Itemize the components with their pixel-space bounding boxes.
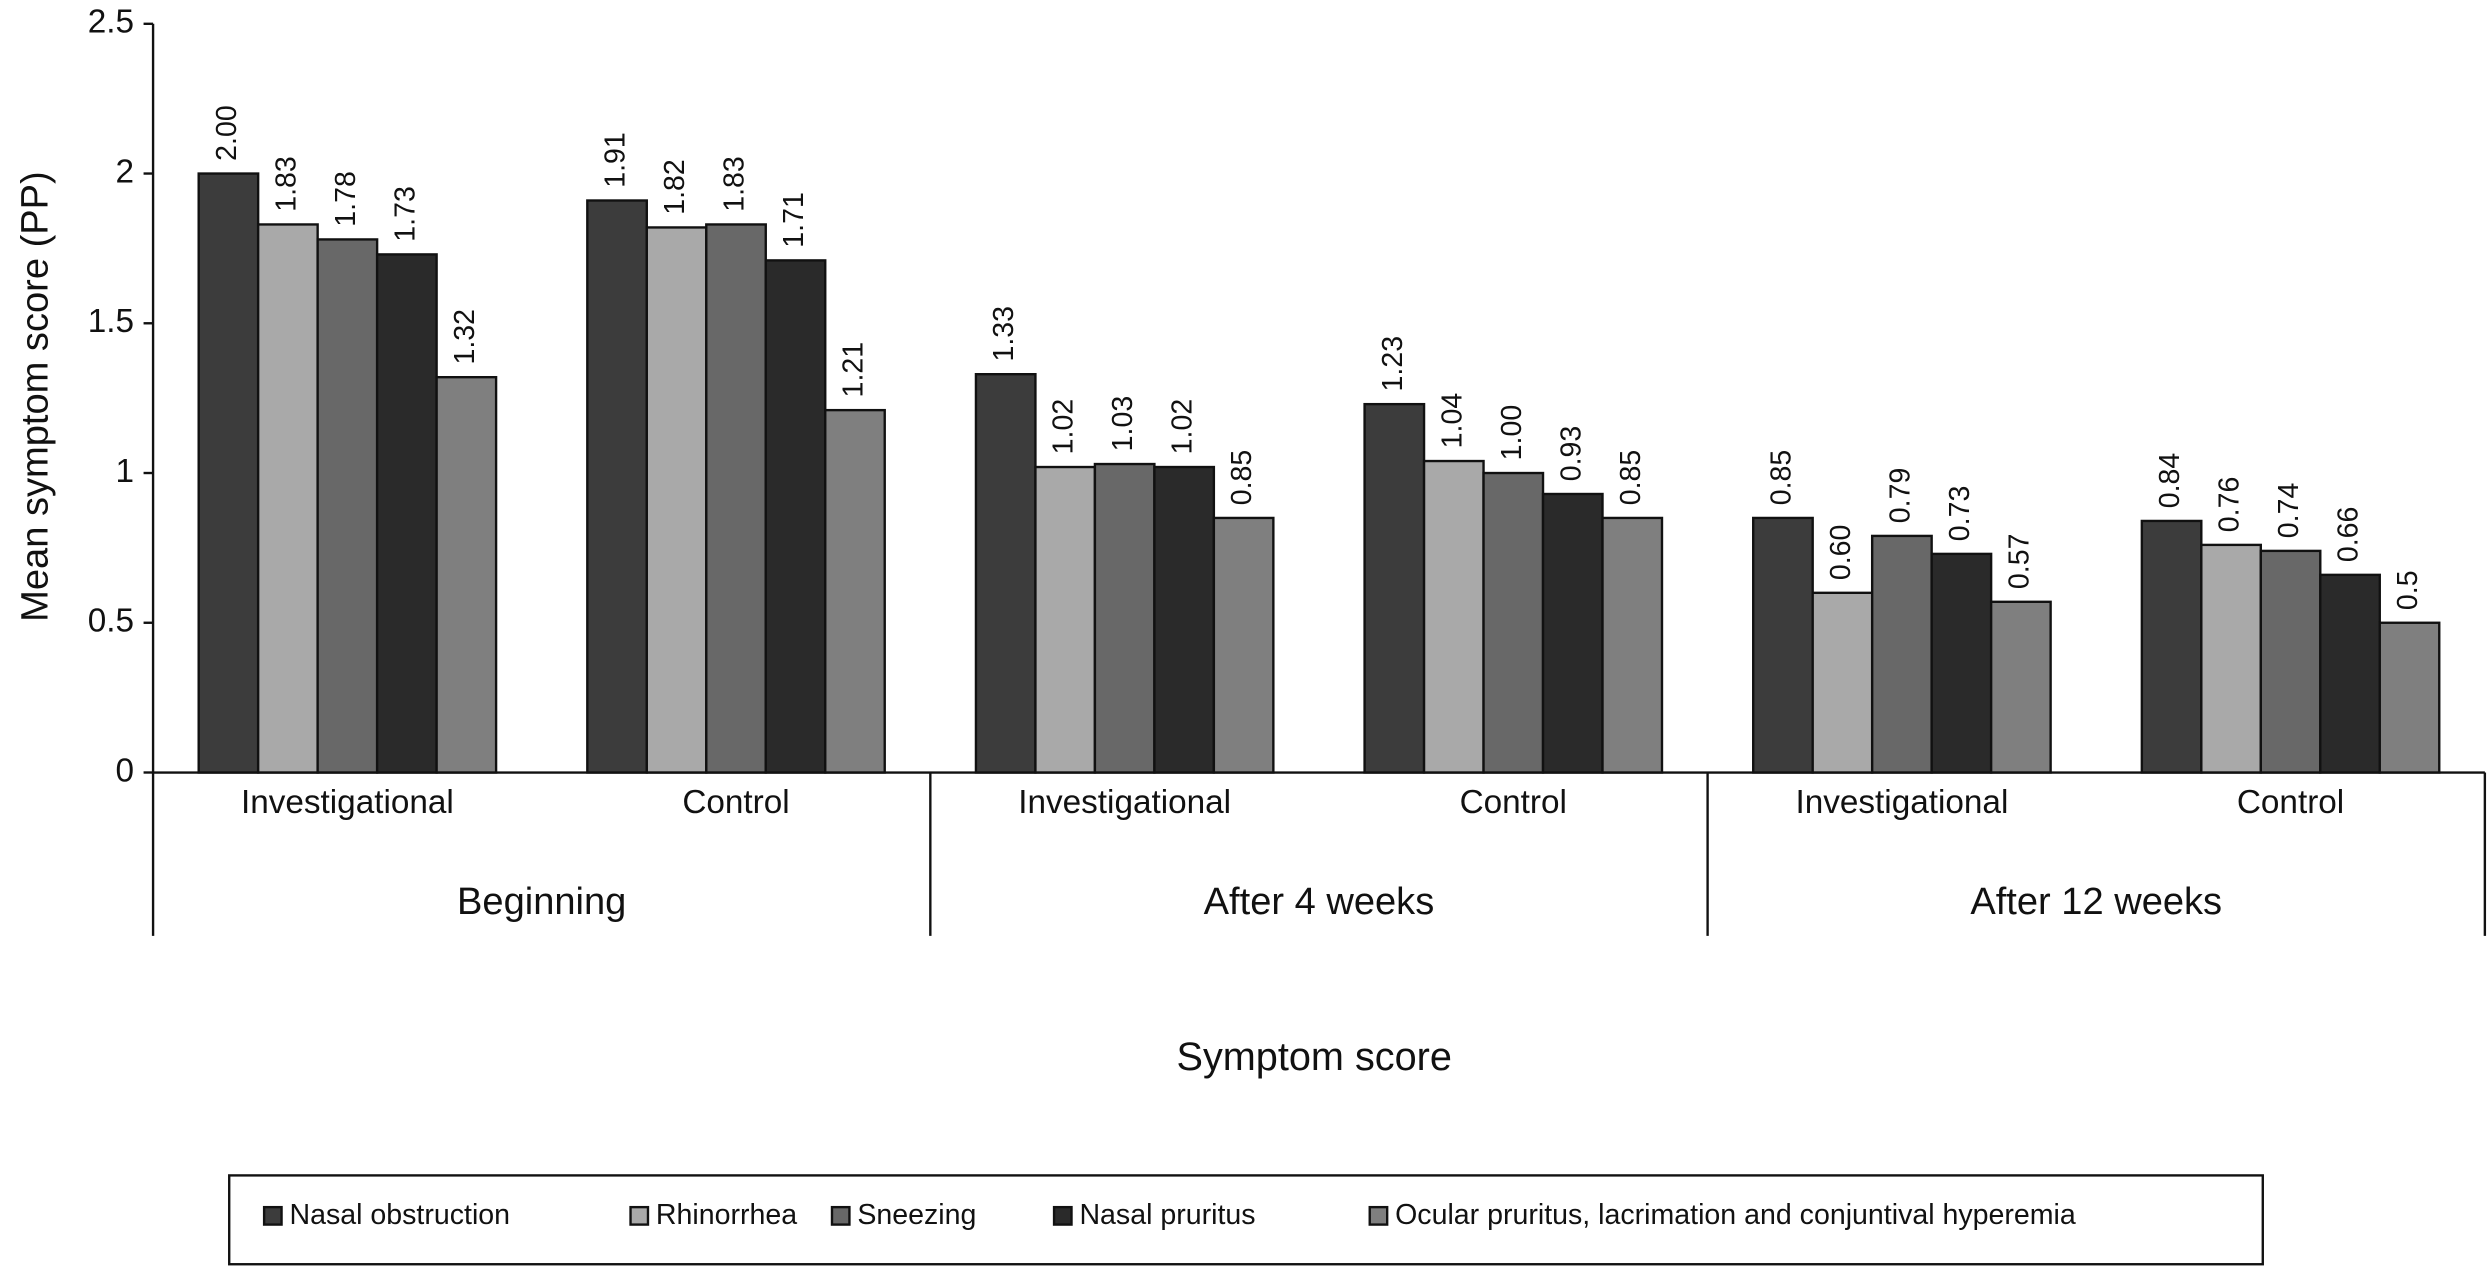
bar bbox=[2259, 549, 2322, 774]
value-label: 1.00 bbox=[1496, 405, 1528, 461]
value-label: 0.57 bbox=[2003, 534, 2035, 590]
bar bbox=[1153, 465, 1216, 774]
bar bbox=[1930, 552, 1993, 774]
group-label: After 12 weeks bbox=[1970, 881, 2222, 923]
value-label: 0.79 bbox=[1884, 468, 1916, 524]
legend-swatch bbox=[262, 1205, 283, 1226]
value-label: 1.33 bbox=[988, 306, 1020, 362]
legend-label: Nasal obstruction bbox=[289, 1199, 510, 1231]
bar bbox=[1870, 534, 1933, 774]
value-label: 0.85 bbox=[1765, 450, 1797, 506]
y-tick-label: 0.5 bbox=[88, 603, 134, 640]
bar bbox=[2140, 519, 2203, 774]
value-label: 0.5 bbox=[2392, 570, 2424, 610]
legend-label: Sneezing bbox=[857, 1199, 976, 1231]
group-label: After 4 weeks bbox=[1204, 881, 1435, 923]
bar bbox=[1811, 591, 1874, 774]
legend-swatch bbox=[830, 1205, 851, 1226]
value-label: 1.82 bbox=[659, 159, 691, 215]
x-tick-label: Control bbox=[2237, 784, 2344, 821]
x-tick-label: Investigational bbox=[1795, 784, 2008, 821]
legend-box bbox=[228, 1174, 2264, 1266]
bar bbox=[1034, 465, 1097, 774]
x-tick-label: Investigational bbox=[241, 784, 454, 821]
value-label: 1.02 bbox=[1048, 399, 1080, 455]
value-label: 0.76 bbox=[2214, 477, 2246, 533]
bar bbox=[1482, 471, 1545, 774]
bar bbox=[824, 408, 886, 774]
bar bbox=[256, 223, 319, 774]
value-label: 1.71 bbox=[778, 192, 810, 248]
value-label: 0.93 bbox=[1555, 426, 1587, 482]
bar bbox=[316, 238, 379, 774]
bar bbox=[2319, 573, 2381, 774]
value-label: 0.85 bbox=[1615, 450, 1647, 506]
value-label: 2.00 bbox=[211, 105, 243, 161]
legend-label: Nasal pruritus bbox=[1079, 1199, 1255, 1231]
group-label: Beginning bbox=[457, 881, 626, 923]
bar bbox=[705, 223, 767, 774]
bar bbox=[2378, 621, 2441, 774]
y-tick-label: 2 bbox=[116, 153, 135, 190]
y-tick-label: 1 bbox=[116, 453, 135, 490]
legend-swatch bbox=[629, 1205, 650, 1226]
value-label: 1.78 bbox=[330, 171, 362, 227]
x-tick-label: Investigational bbox=[1018, 784, 1231, 821]
bar bbox=[1422, 459, 1485, 774]
bar bbox=[435, 375, 498, 774]
value-label: 1.83 bbox=[719, 156, 751, 212]
value-label: 1.91 bbox=[600, 132, 632, 188]
bar bbox=[586, 199, 648, 774]
bar bbox=[1093, 462, 1156, 774]
value-label: 1.03 bbox=[1107, 396, 1139, 452]
bar bbox=[1541, 492, 1604, 774]
x-tick-label: Control bbox=[1460, 784, 1567, 821]
value-label: 0.85 bbox=[1226, 450, 1258, 506]
bar bbox=[974, 373, 1037, 774]
bar bbox=[1752, 516, 1814, 774]
legend-label: Ocular pruritus, lacrimation and conjunt… bbox=[1395, 1199, 2076, 1231]
value-label: 1.83 bbox=[270, 156, 302, 212]
legend-swatch bbox=[1052, 1205, 1073, 1226]
value-label: 0.73 bbox=[1944, 486, 1976, 542]
bar bbox=[375, 253, 438, 774]
legend-label: Rhinorrhea bbox=[656, 1199, 797, 1231]
bar bbox=[1212, 516, 1275, 774]
value-label: 1.23 bbox=[1377, 336, 1409, 392]
y-tick-label: 1.5 bbox=[88, 303, 134, 340]
legend-swatch bbox=[1368, 1205, 1389, 1226]
value-label: 1.02 bbox=[1167, 399, 1199, 455]
bar bbox=[1601, 516, 1664, 774]
value-label: 0.60 bbox=[1825, 525, 1857, 581]
value-label: 1.21 bbox=[838, 342, 870, 398]
y-tick-label: 2.5 bbox=[88, 4, 134, 41]
value-label: 1.04 bbox=[1436, 393, 1468, 449]
value-label: 0.66 bbox=[2333, 507, 2365, 563]
value-label: 1.73 bbox=[389, 186, 421, 242]
value-label: 0.74 bbox=[2273, 483, 2305, 539]
value-label: 1.32 bbox=[449, 309, 481, 365]
x-tick-label: Control bbox=[682, 784, 789, 821]
y-tick-label: 0 bbox=[116, 752, 135, 789]
bar bbox=[1989, 600, 2052, 774]
y-axis-title: Mean symptom score (PP) bbox=[14, 171, 56, 622]
bar bbox=[2200, 543, 2262, 774]
bar bbox=[764, 259, 827, 774]
value-label: 0.84 bbox=[2154, 453, 2186, 509]
x-axis-title: Symptom score bbox=[1177, 1035, 1452, 1079]
bar bbox=[1363, 402, 1426, 774]
bar bbox=[645, 226, 708, 774]
bar bbox=[197, 172, 260, 774]
